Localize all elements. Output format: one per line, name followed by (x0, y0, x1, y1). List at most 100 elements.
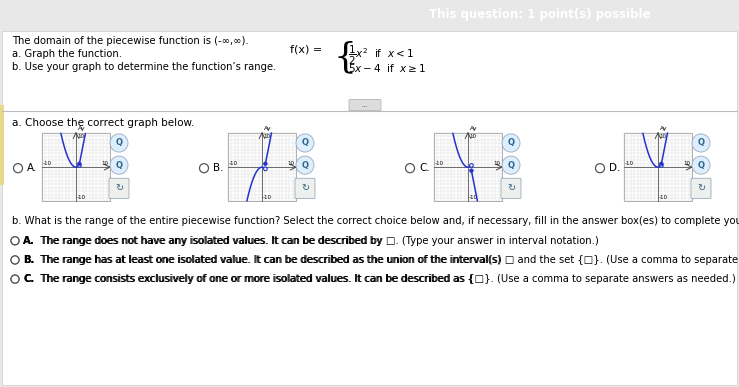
Text: b. What is the range of the entire piecewise function? Select the correct choice: b. What is the range of the entire piece… (12, 216, 739, 226)
Circle shape (13, 164, 22, 173)
Text: A.: A. (23, 236, 35, 246)
Text: Q: Q (508, 161, 514, 170)
Text: 10: 10 (683, 161, 690, 166)
Text: Q: Q (508, 139, 514, 147)
Circle shape (11, 256, 19, 264)
Text: x: x (298, 165, 302, 170)
Text: 10: 10 (101, 161, 108, 166)
Text: x: x (504, 165, 508, 170)
Text: 10: 10 (659, 134, 666, 139)
Text: A.: A. (23, 236, 35, 246)
Text: 10: 10 (493, 161, 500, 166)
Text: The range consists exclusively of one or more isolated values. It can be describ: The range consists exclusively of one or… (35, 274, 736, 284)
Text: Q: Q (302, 139, 308, 147)
Circle shape (596, 164, 605, 173)
FancyBboxPatch shape (501, 178, 521, 199)
Text: Q: Q (115, 161, 123, 170)
Circle shape (660, 162, 663, 166)
Circle shape (78, 164, 81, 167)
Text: -10: -10 (263, 195, 272, 200)
Text: ...: ... (361, 102, 368, 108)
Text: Q: Q (698, 161, 704, 170)
Circle shape (110, 134, 128, 152)
Text: 10: 10 (469, 134, 476, 139)
Text: C.: C. (419, 163, 430, 173)
Text: ↻: ↻ (697, 183, 705, 194)
Text: Ay: Ay (78, 127, 85, 131)
Text: x: x (112, 165, 116, 170)
Text: -10: -10 (435, 161, 444, 166)
Text: a. Choose the correct graph below.: a. Choose the correct graph below. (12, 118, 194, 128)
Text: {: { (334, 40, 357, 74)
Text: Ay: Ay (469, 127, 477, 131)
Text: B.: B. (23, 255, 35, 265)
FancyBboxPatch shape (349, 99, 381, 111)
Text: -10: -10 (77, 195, 86, 200)
Circle shape (11, 275, 19, 283)
Text: The range does not have any isolated values. It can be described by: The range does not have any isolated val… (34, 236, 382, 246)
Circle shape (11, 275, 19, 283)
Text: D.: D. (609, 163, 620, 173)
Circle shape (200, 164, 208, 173)
Bar (434, 133, 502, 202)
Text: The range consists exclusively of one or more isolated values. It can be describ: The range consists exclusively of one or… (34, 274, 474, 284)
Circle shape (296, 134, 314, 152)
Text: $\dfrac{1}{2}x^2$  if  $x < 1$: $\dfrac{1}{2}x^2$ if $x < 1$ (348, 44, 414, 67)
Text: ↻: ↻ (115, 183, 123, 194)
FancyBboxPatch shape (2, 31, 737, 385)
Circle shape (692, 156, 710, 174)
Circle shape (78, 162, 81, 166)
Text: The domain of the piecewise function is (-∞,∞).: The domain of the piecewise function is … (12, 36, 248, 46)
Circle shape (264, 162, 268, 166)
Text: 10: 10 (287, 161, 294, 166)
Bar (228, 133, 296, 202)
Circle shape (406, 164, 415, 173)
Text: -10: -10 (43, 161, 52, 166)
Text: The range has at least one isolated value. It can be described as the union of t: The range has at least one isolated valu… (35, 255, 739, 265)
Text: 10: 10 (263, 134, 270, 139)
Text: The range does not have any isolated values. It can be described by □. (Type you: The range does not have any isolated val… (35, 236, 599, 246)
Text: $5x - 4$  if  $x \geq 1$: $5x - 4$ if $x \geq 1$ (348, 62, 426, 74)
Text: -10: -10 (229, 161, 238, 166)
Text: Ay: Ay (659, 127, 667, 131)
FancyBboxPatch shape (109, 178, 129, 199)
Circle shape (469, 164, 473, 167)
Text: C.: C. (23, 274, 34, 284)
Circle shape (11, 256, 19, 264)
Text: Ay: Ay (264, 127, 271, 131)
Circle shape (660, 164, 663, 167)
Text: Q: Q (698, 139, 704, 147)
Text: f(x) =: f(x) = (290, 44, 322, 54)
Circle shape (264, 167, 268, 171)
Text: ↻: ↻ (507, 183, 515, 194)
FancyBboxPatch shape (691, 178, 711, 199)
Circle shape (11, 237, 19, 245)
Text: b. Use your graph to determine the function’s range.: b. Use your graph to determine the funct… (12, 62, 276, 72)
FancyBboxPatch shape (295, 178, 315, 199)
Circle shape (11, 237, 19, 245)
Bar (624, 133, 692, 202)
Text: -10: -10 (625, 161, 634, 166)
Text: The range has at least one isolated value. It can be described as the union of t: The range has at least one isolated valu… (34, 255, 501, 265)
Text: B.: B. (23, 255, 35, 265)
Circle shape (502, 134, 520, 152)
Text: x: x (694, 165, 698, 170)
Text: -10: -10 (469, 195, 478, 200)
Text: Q: Q (302, 161, 308, 170)
Text: A.: A. (27, 163, 38, 173)
Circle shape (692, 134, 710, 152)
Text: ↻: ↻ (301, 183, 309, 194)
Circle shape (110, 156, 128, 174)
Text: -10: -10 (659, 195, 668, 200)
Text: 10: 10 (77, 134, 84, 139)
Text: This question: 1 point(s) possible: This question: 1 point(s) possible (429, 8, 650, 21)
Circle shape (502, 156, 520, 174)
Text: a. Graph the function.: a. Graph the function. (12, 49, 122, 59)
Text: C.: C. (23, 274, 34, 284)
FancyBboxPatch shape (0, 104, 4, 185)
Circle shape (469, 169, 473, 173)
Circle shape (296, 156, 314, 174)
Text: Q: Q (115, 139, 123, 147)
Text: B.: B. (213, 163, 223, 173)
Bar (42, 133, 110, 202)
